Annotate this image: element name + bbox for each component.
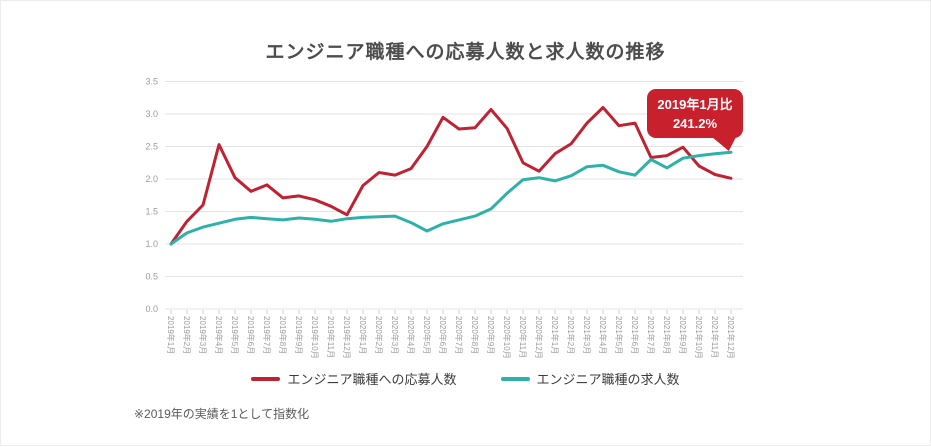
x-tick-label: 2019年7月 [262, 316, 272, 354]
y-tick-label: 1.0 [145, 239, 158, 249]
x-tick-label: 2021年10月 [694, 316, 704, 359]
y-tick-label: 3.5 [145, 77, 158, 87]
x-tick-label: 2019年3月 [198, 316, 208, 354]
x-tick-label: 2019年9月 [294, 316, 304, 354]
x-tick-label: 2020年7月 [454, 316, 464, 354]
x-tick-label: 2019年5月 [230, 316, 240, 354]
callout-value: 241.2% [672, 116, 718, 131]
x-tick-label: 2019年6月 [246, 316, 256, 354]
y-axis-labels: 0.0 0.5 1.0 1.5 2.0 2.5 3.0 3.5 [145, 77, 158, 315]
x-tick-label: 2021年7月 [646, 316, 656, 354]
applicants-line [169, 106, 733, 246]
x-tick-label: 2021年8月 [662, 316, 672, 354]
x-tick-label: 2019年1月 [166, 316, 176, 354]
applicants-line-swatch-icon [251, 376, 281, 381]
openings-line [169, 150, 733, 246]
x-tick-label: 2020年2月 [374, 316, 384, 354]
x-tick-label: 2020年8月 [470, 316, 480, 354]
x-tick-label: 2020年9月 [486, 316, 496, 354]
chart-title: エンジニア職種への応募人数と求人数の推移 [265, 42, 666, 63]
x-tick-label: 2020年6月 [438, 316, 448, 354]
y-tick-label: 0.0 [145, 304, 158, 314]
x-tick-label: 2020年12月 [534, 316, 544, 359]
x-tick-label: 2021年9月 [678, 316, 688, 354]
callout-label: 2019年1月比 [657, 97, 733, 112]
x-tick-label: 2019年8月 [278, 316, 288, 354]
x-tick-label: 2019年4月 [214, 316, 224, 354]
x-tick-label: 2020年3月 [390, 316, 400, 354]
x-tick-label: 2021年12月 [726, 316, 736, 359]
x-tick-label: 2021年4月 [598, 316, 608, 354]
x-tick-label: 2021年1月 [550, 316, 560, 354]
y-tick-label: 1.5 [145, 207, 158, 217]
x-axis-labels: 2019年1月 2019年2月 2019年3月 2019年4月 2019年5月 2019年… [166, 316, 736, 359]
legend-label-openings: エンジニア職種の求人数 [536, 372, 680, 387]
legend-label-applicants: エンジニア職種への応募人数 [287, 372, 457, 387]
gridlines [165, 81, 743, 310]
legend-item-openings: エンジニア職種の求人数 [500, 369, 680, 388]
openings-line-swatch-icon [500, 376, 530, 381]
legend-item-applicants: エンジニア職種への応募人数 [251, 369, 457, 388]
x-tick-label: 2021年5月 [614, 316, 624, 354]
x-tick-label: 2021年3月 [582, 316, 592, 354]
x-tick-label: 2019年11月 [326, 316, 336, 358]
x-tick-label: 2020年1月 [358, 316, 368, 354]
x-tick-label: 2021年2月 [566, 316, 576, 354]
x-tick-label: 2020年11月 [518, 316, 528, 358]
chart-legend: エンジニア職種への応募人数 エンジニア職種の求人数 [1, 369, 930, 388]
y-tick-label: 0.5 [145, 272, 158, 282]
callout-badge: 2019年1月比 241.2% [647, 89, 743, 151]
x-tick-label: 2019年10月 [310, 316, 320, 359]
x-tick-label: 2019年12月 [342, 316, 352, 359]
x-tick-label: 2021年6月 [630, 316, 640, 354]
x-tick-label: 2020年5月 [422, 316, 432, 354]
x-tick-label: 2020年4月 [406, 316, 416, 354]
x-tick-label: 2021年11月 [710, 316, 720, 358]
footnote: ※2019年の実績を1として指数化 [134, 407, 310, 421]
x-tick-label: 2019年2月 [182, 316, 192, 354]
y-tick-label: 2.0 [145, 174, 158, 184]
y-tick-label: 3.0 [145, 109, 158, 119]
x-tick-label: 2020年10月 [502, 316, 512, 359]
x-axis-ticks [170, 310, 732, 314]
y-tick-label: 2.5 [145, 142, 158, 152]
